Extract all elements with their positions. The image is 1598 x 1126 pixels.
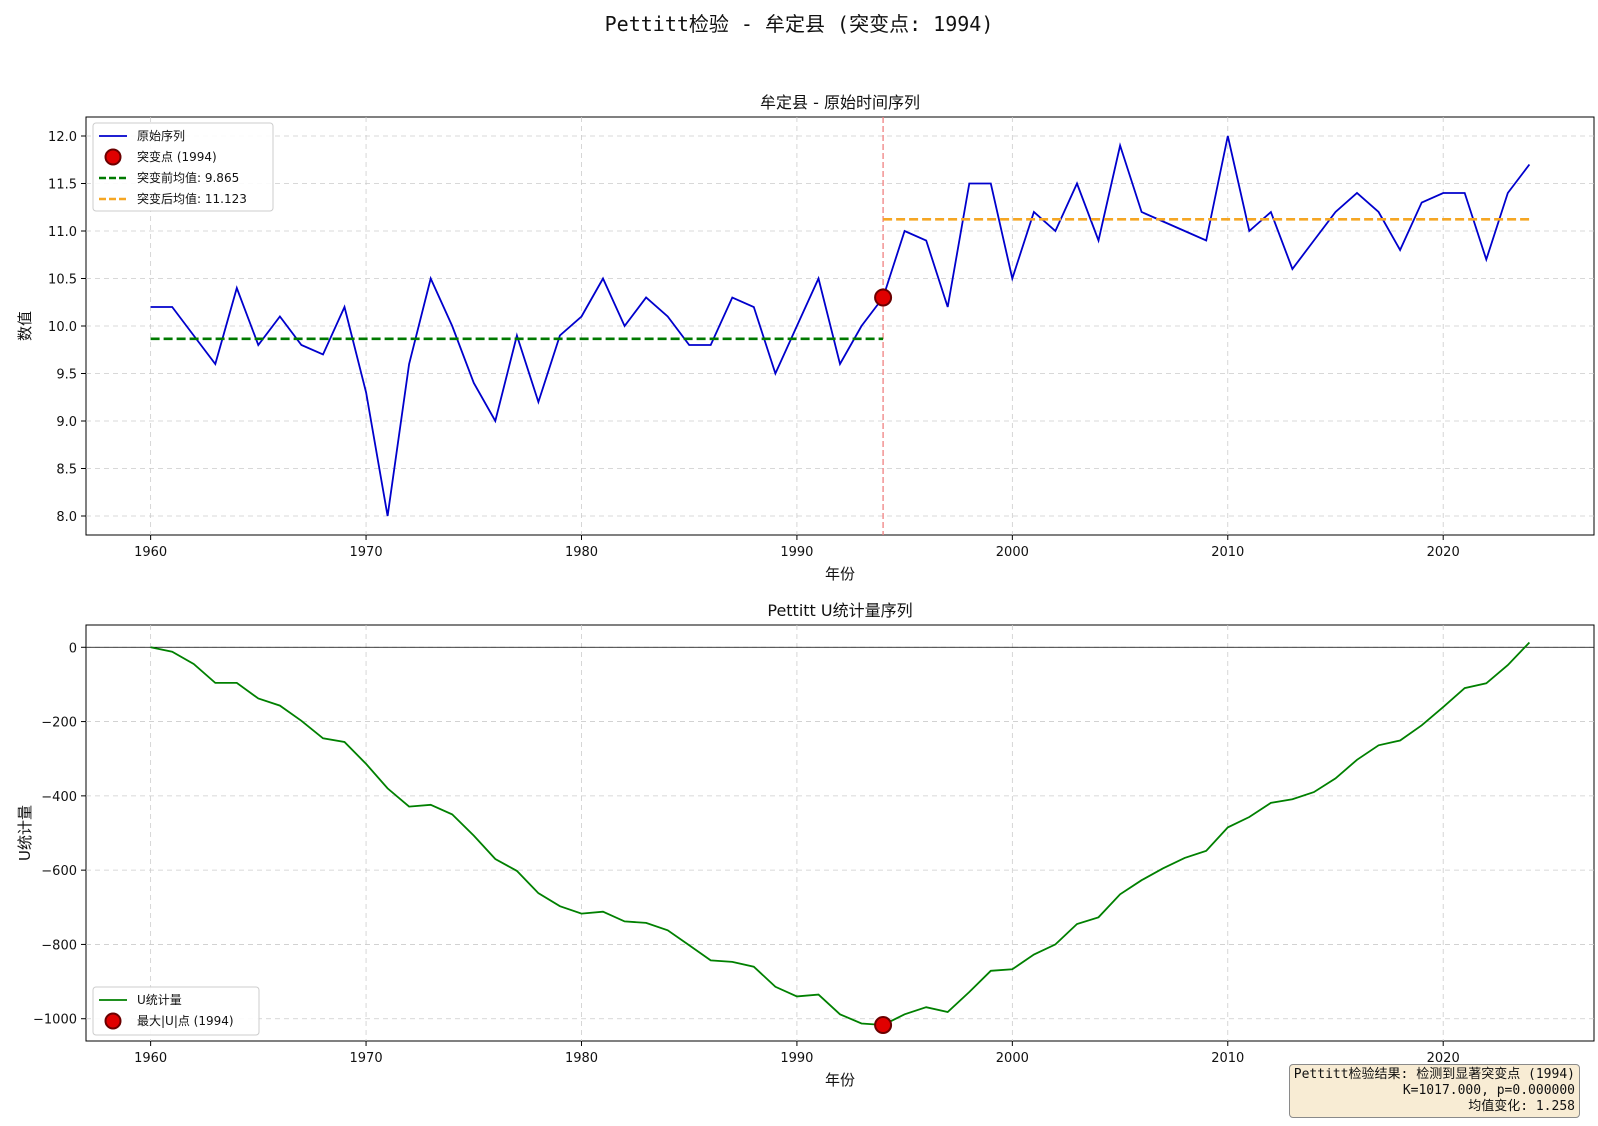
- x-tick-label: 2010: [1211, 545, 1244, 560]
- y-axis-label-1: 数值: [16, 311, 34, 341]
- x-tick-label: 1960: [134, 545, 167, 560]
- y-tick-label: 9.0: [56, 415, 77, 430]
- legend-label: 突变前均值: 9.865: [137, 170, 239, 185]
- x-tick-label: 2010: [1211, 1051, 1244, 1066]
- x-tick-label: 1990: [780, 1051, 813, 1066]
- legend-label: U统计量: [137, 993, 182, 1007]
- x-tick-label: 2020: [1427, 1051, 1460, 1066]
- legend-label: 原始序列: [137, 128, 185, 143]
- x-tick-label: 1970: [350, 545, 383, 560]
- legend-label: 突变后均值: 11.123: [137, 191, 247, 206]
- series-line-raw: [150, 135, 1531, 517]
- y-tick-label: 11.5: [48, 178, 77, 193]
- y-axis-label-2: U统计量: [16, 805, 34, 861]
- x-tick-label: 2000: [996, 1051, 1029, 1066]
- result-line-1: Pettitt检验结果: 检测到显著突变点 (1994): [1293, 1067, 1575, 1082]
- x-tick-label: 2000: [996, 545, 1029, 560]
- y-tick-label: 8.5: [56, 463, 77, 478]
- x-tick-label: 1980: [565, 1051, 598, 1066]
- x-tick-label: 1980: [565, 545, 598, 560]
- x-axis-label-1: 年份: [825, 565, 855, 583]
- legend-label: 突变点 (1994): [137, 149, 217, 164]
- legend-label: 最大|U|点 (1994): [137, 1014, 234, 1028]
- x-tick-label: 1990: [780, 545, 813, 560]
- y-tick-label: 8.0: [56, 510, 77, 525]
- legend-box-2: [92, 986, 260, 1036]
- y-tick-label: −400: [41, 790, 77, 805]
- panel-title-2: Pettitt U统计量序列: [767, 601, 912, 620]
- x-tick-label: 2020: [1427, 545, 1460, 560]
- change-point-marker: [874, 288, 893, 307]
- result-line-2: K=1017.000, p=0.000000: [1402, 1083, 1575, 1098]
- result-line-3: 均值变化: 1.258: [1468, 1099, 1575, 1114]
- y-tick-label: 11.0: [48, 225, 77, 240]
- legend-marker: [104, 1012, 122, 1030]
- panel-title-1: 牟定县 - 原始时间序列: [760, 93, 920, 112]
- x-tick-label: 1970: [350, 1051, 383, 1066]
- raw-series-panel: 1960 1970 1980 1990 2000 2010 2020 8.0 8.5 9.0 9.5…: [16, 93, 1595, 583]
- y-tick-label: 10.0: [48, 320, 77, 335]
- y-tick-label: 9.5: [56, 368, 77, 383]
- y-tick-label: −800: [41, 938, 77, 953]
- plot-area-1: [85, 116, 1595, 536]
- x-tick-label: 1960: [134, 1051, 167, 1066]
- series-line-u: [150, 641, 1531, 1026]
- y-tick-label: −200: [41, 716, 77, 731]
- y-tick-label: 10.5: [48, 273, 77, 288]
- result-box: Pettitt检验结果: 检测到显著突变点 (1994) K=1017.000,…: [1288, 1064, 1580, 1118]
- legend-box-1: [92, 122, 274, 212]
- y-tick-label: −600: [41, 864, 77, 879]
- legend-marker: [104, 148, 122, 166]
- y-tick-label: −1000: [33, 1013, 77, 1028]
- x-axis-label-2: 年份: [825, 1071, 855, 1089]
- y-tick-label: 12.0: [48, 130, 77, 145]
- plot-area-2: [85, 624, 1595, 1042]
- max-u-marker: [874, 1016, 893, 1035]
- u-statistic-panel: 1960 1970 1980 1990 2000 2010 2020 0 −200 −400 −60…: [16, 601, 1595, 1089]
- figure-title: Pettitt检验 - 牟定县 (突变点: 1994): [604, 12, 994, 36]
- y-tick-label: 0: [69, 641, 77, 656]
